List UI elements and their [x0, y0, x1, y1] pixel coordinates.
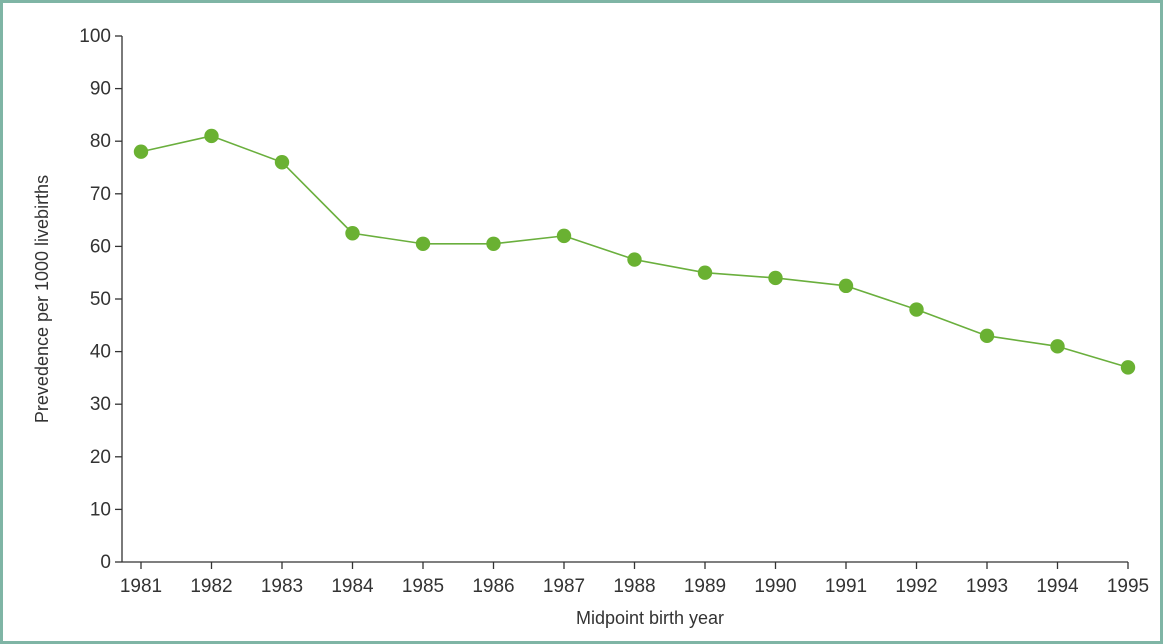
- data-point-1983: [274, 155, 290, 170]
- data-point-1984: [345, 226, 360, 241]
- series-line: [140, 135, 1129, 369]
- y-tick-label: 100: [79, 26, 111, 47]
- y-tick-label: 90: [90, 79, 111, 100]
- x-tick-label: 1991: [825, 576, 867, 597]
- x-tick-label: 1983: [261, 576, 303, 597]
- x-tick-label: 1985: [402, 576, 444, 597]
- data-point-1990: [768, 270, 783, 286]
- y-tick-label: 30: [90, 394, 111, 415]
- data-point-1988: [627, 252, 642, 267]
- y-tick-label: 60: [90, 236, 111, 257]
- x-tick-label: 1990: [754, 576, 796, 597]
- data-point-1982: [204, 128, 219, 144]
- y-axis-title: Prevedence per 1000 livebirths: [32, 175, 52, 423]
- data-point-1987: [556, 228, 572, 244]
- y-axis: 0 10 20 30 40 50 60 70 80 90 100: [79, 26, 123, 573]
- data-point-1994: [1050, 339, 1065, 354]
- x-tick-label: 1988: [613, 576, 655, 597]
- y-tick-label: 70: [90, 184, 111, 205]
- data-point-1985: [415, 236, 431, 251]
- x-axis: 1981 1982 1983 1984 1985 1986 1987 1988 1989 1990…: [120, 561, 1149, 597]
- y-tick-label: 0: [100, 552, 111, 573]
- data-point-1991: [838, 278, 854, 294]
- y-tick-label: 80: [90, 131, 111, 152]
- series-layer: [133, 128, 1136, 375]
- y-tick-label: 40: [90, 342, 111, 363]
- data-point-1986: [486, 236, 501, 251]
- x-tick-label: 1984: [331, 576, 374, 597]
- y-tick-label: 50: [90, 289, 111, 310]
- x-tick-label: 1994: [1036, 576, 1079, 597]
- x-tick-label: 1989: [684, 576, 726, 597]
- x-tick-label: 1987: [543, 576, 585, 597]
- x-tick-label: 1986: [472, 576, 514, 597]
- x-axis-title: Midpoint birth year: [576, 608, 724, 628]
- x-tick-label: 1995: [1107, 576, 1149, 597]
- x-tick-label: 1982: [190, 576, 232, 597]
- data-point-1981: [133, 144, 149, 159]
- data-point-1992: [909, 302, 924, 317]
- y-tick-label: 10: [90, 499, 111, 520]
- x-tick-label: 1981: [120, 576, 162, 597]
- x-tick-label: 1992: [895, 576, 937, 597]
- data-point-1993: [979, 328, 995, 344]
- y-tick-label: 20: [90, 447, 111, 468]
- data-point-1989: [697, 265, 713, 280]
- data-point-1995: [1120, 360, 1136, 375]
- x-tick-label: 1993: [966, 576, 1008, 597]
